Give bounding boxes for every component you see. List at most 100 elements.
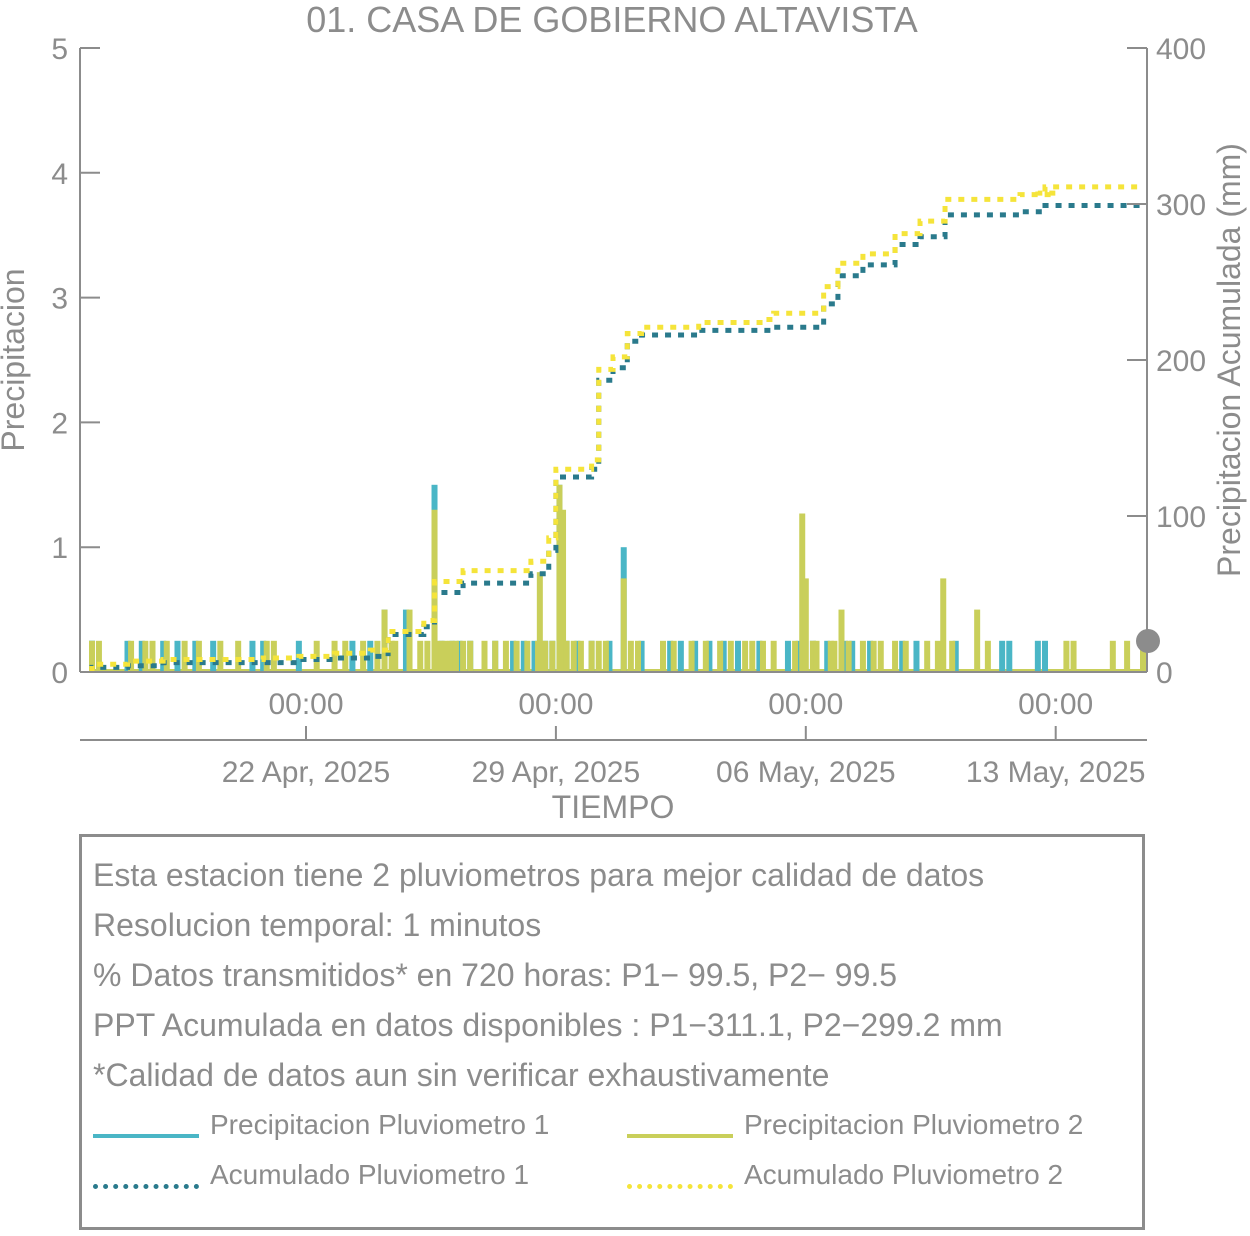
precip-bars [89,484,1146,673]
bar-p2-13 [331,640,338,672]
bar-p2-24 [436,640,443,672]
status-dot [1136,629,1160,653]
bar-p2-70 [870,640,877,672]
bar-p1-48 [913,640,920,672]
y-tick-label-1: 1 [51,532,68,565]
bar-p1-12 [367,640,374,672]
bar-p2-78 [974,609,981,672]
bar-p2-21 [417,640,424,672]
bar-p1-33 [667,640,674,672]
bar-p2-47 [620,578,627,672]
bar-p1-32 [638,640,645,672]
legend-label-acc1: Acumulado Pluviometro 1 [210,1159,530,1190]
y-right-tick-label-0: 0 [1156,657,1173,690]
bar-p2-88 [1140,640,1146,672]
bar-p1-5 [174,640,181,672]
bar-p1-4 [160,640,167,672]
x-tick-date-2: 06 May, 2025 [716,756,896,789]
bar-p2-40 [560,509,567,672]
y-right-tick-label-1: 100 [1156,501,1206,534]
bar-p2-71 [877,640,884,672]
bar-p2-0 [89,640,95,672]
bar-p2-44 [588,640,595,672]
bar-p1-6 [192,640,199,672]
y-tick-label-0: 0 [51,657,68,690]
info-transmitted: % Datos transmitidos* en 720 horas: P1− … [93,957,898,993]
legend-swatch-acc2 [627,1184,733,1189]
bar-p2-28 [460,640,467,672]
legend-label-p1: Precipitacion Pluviometro 1 [210,1109,550,1140]
bar-p2-63 [809,640,816,672]
bar-p1-22 [520,640,527,672]
bar-p2-23 [431,509,438,672]
bar-p2-72 [892,640,899,672]
bar-p2-20 [406,609,413,672]
bar-p1-36 [706,640,713,672]
bar-p2-45 [595,640,602,672]
bar-p2-58 [759,640,766,672]
bar-p2-66 [831,640,838,672]
bar-p2-33 [513,640,520,672]
bar-p2-4 [149,640,156,672]
bar-p2-77 [949,640,956,672]
bar-p1-45 [849,640,856,672]
bar-p1-35 [692,640,699,672]
bar-p2-75 [934,640,941,672]
bar-p2-61 [799,513,806,672]
bar-p2-30 [481,640,488,672]
bar-p1-52 [1034,640,1041,672]
bar-p2-67 [838,609,845,672]
y-right-tick-label-2: 200 [1156,345,1206,378]
bar-p2-74 [924,640,931,672]
bar-p2-17 [381,609,388,672]
bar-p1-28 [574,640,581,672]
bar-p2-8 [217,640,224,672]
bar-p2-10 [263,640,270,672]
bar-p2-68 [845,640,852,672]
bar-p2-81 [1070,640,1077,672]
bar-p2-50 [660,640,666,672]
legend-swatch-p2 [627,1134,733,1138]
bar-p2-48 [627,640,634,672]
bar-p1-30 [606,640,613,672]
x-tick-time-2: 00:00 [768,688,843,721]
bar-p2-57 [749,640,756,672]
x-axis-label: TIEMPO [552,789,675,825]
x-tick-time-0: 00:00 [268,688,343,721]
bar-p2-39 [556,484,563,672]
y-tick-label-4: 4 [51,158,68,191]
x-tick-time-1: 00:00 [518,688,593,721]
legend-swatch-p1 [93,1134,199,1138]
y-tick-label-3: 3 [51,283,68,316]
bar-p2-2 [128,640,135,672]
y-axis-right-label: Precipitacion Acumulada (mm) [1211,143,1247,577]
bar-p2-19 [392,640,399,672]
bar-p2-53 [702,640,709,672]
bar-p1-21 [510,640,517,672]
bar-p2-7 [195,640,202,672]
bar-p2-34 [524,640,531,672]
bar-p1-44 [842,640,849,672]
line-acc1 [89,203,1143,672]
bar-p1-41 [795,640,802,672]
bar-p2-60 [792,640,799,672]
bar-p1-43 [824,640,831,672]
y-tick-label-5: 5 [51,33,68,66]
legend-label-acc2: Acumulado Pluviometro 2 [744,1159,1064,1190]
bar-p2-52 [688,640,695,672]
info-quality-note: *Calidad de datos aun sin verificar exha… [93,1057,830,1093]
bar-p2-15 [360,640,367,672]
bar-p1-49 [952,640,959,672]
legend-swatch-acc1 [93,1184,199,1189]
bar-p2-64 [813,640,820,672]
y-right-tick-label-3: 300 [1156,189,1206,222]
y-axis-label: Precipitacion [0,268,31,451]
bar-p1-14 [402,609,409,672]
bar-p2-38 [549,640,556,672]
y-tick-label-2: 2 [51,407,68,440]
bar-p2-62 [802,578,809,672]
bar-p1-18 [456,640,463,672]
info-accumulated: PPT Acumulada en datos disponibles : P1−… [93,1007,1003,1043]
bar-p1-39 [756,640,763,672]
bar-p2-18 [388,640,395,672]
